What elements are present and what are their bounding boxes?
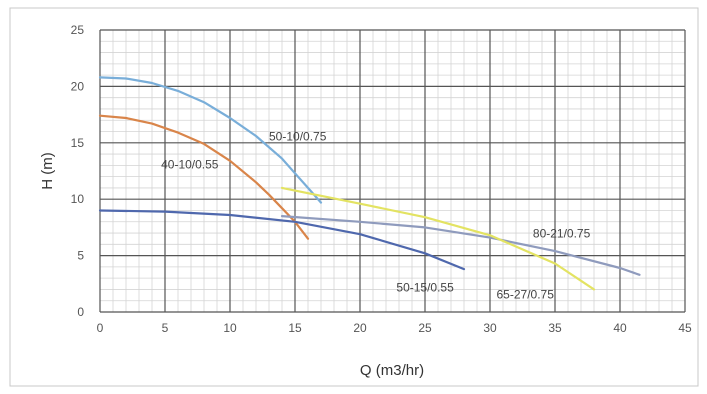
minor-grid <box>100 30 685 312</box>
series-line-3 <box>280 215 641 276</box>
series-label-1: 50-10/0.75 <box>269 130 327 144</box>
x-tick-label: 10 <box>223 321 237 335</box>
series-line-5 <box>98 209 466 271</box>
series-line-2 <box>98 114 310 240</box>
y-tick-label: 10 <box>71 192 85 206</box>
series-label-2: 40-10/0.55 <box>161 158 219 172</box>
series-line-4 <box>280 186 596 291</box>
x-tick-label: 30 <box>483 321 497 335</box>
y-tick-label: 0 <box>77 305 84 319</box>
plot-area <box>100 30 685 312</box>
x-tick-label: 20 <box>353 321 367 335</box>
series-label-3: 80-21/0.75 <box>533 227 591 241</box>
x-tick-labels: 0 5 10 15 20 25 30 35 40 45 <box>97 321 692 335</box>
y-tick-labels: 0 5 10 15 20 25 <box>71 23 85 319</box>
x-axis-title: Q (m3/hr) <box>360 362 424 379</box>
series-labels: 50-10/0.75 40-10/0.55 80-21/0.75 65-27/0.75… <box>161 130 591 302</box>
series-line-1 <box>98 76 323 204</box>
series-label-5: 50-15/0.55 <box>396 281 454 295</box>
y-axis-title: H (m) <box>39 152 56 190</box>
y-tick-label: 5 <box>77 249 84 263</box>
y-tick-label: 25 <box>71 23 85 37</box>
x-tick-label: 45 <box>678 321 692 335</box>
series-lines <box>98 76 641 291</box>
x-tick-label: 40 <box>613 321 627 335</box>
series-label-4: 65-27/0.75 <box>497 287 555 301</box>
y-tick-label: 15 <box>71 136 85 150</box>
x-tick-label: 35 <box>548 321 562 335</box>
x-tick-label: 5 <box>162 321 169 335</box>
x-tick-label: 25 <box>418 321 432 335</box>
major-grid <box>99 29 686 313</box>
y-tick-label: 20 <box>71 79 85 93</box>
x-tick-label: 15 <box>288 321 302 335</box>
x-tick-label: 0 <box>97 321 104 335</box>
